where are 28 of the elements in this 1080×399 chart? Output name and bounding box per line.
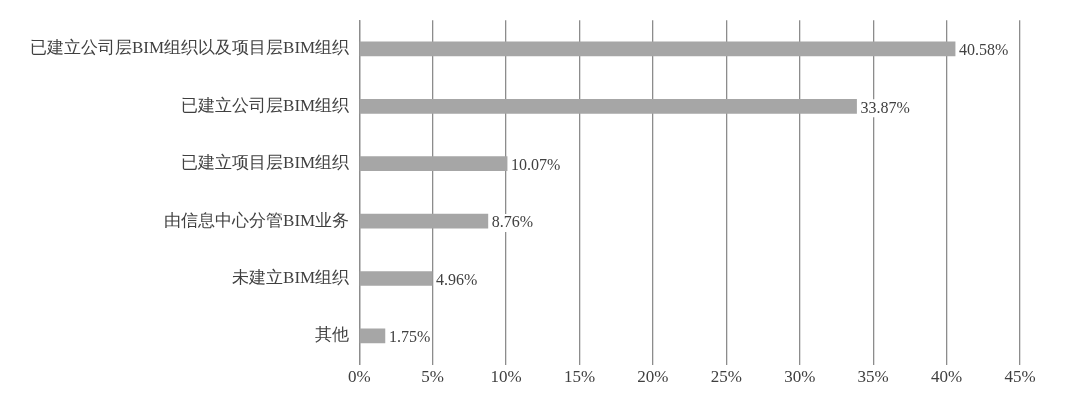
x-tick-label: 0% — [347, 367, 371, 387]
bar — [359, 213, 489, 229]
data-label: 1.75% — [388, 328, 431, 346]
bar — [359, 98, 857, 114]
x-tick-label: 35% — [857, 367, 889, 387]
y-tick-label: 已建立公司层BIM组织以及项目层BIM组织 — [30, 38, 350, 58]
data-label: 10.07% — [511, 155, 561, 173]
data-label: 4.96% — [436, 270, 478, 288]
x-tick-label: 45% — [1004, 367, 1036, 387]
data-label: 33.87% — [860, 98, 910, 116]
y-tick-label: 已建立项目层BIM组织 — [181, 153, 350, 173]
bar — [359, 156, 508, 172]
x-tick-label: 5% — [421, 367, 444, 387]
bar — [359, 328, 386, 344]
x-tick-label: 10% — [490, 367, 522, 387]
y-tick-label: 未建立BIM组织 — [232, 267, 350, 287]
y-tick-label: 已建立公司层BIM组织 — [181, 95, 350, 115]
bar — [359, 41, 956, 57]
data-label: 40.58% — [959, 41, 1009, 59]
x-tick-label: 40% — [931, 367, 963, 387]
x-tick-label: 25% — [710, 367, 742, 387]
bar — [359, 271, 433, 286]
x-tick-label: 30% — [784, 367, 816, 387]
y-tick-label: 其他 — [315, 325, 350, 345]
y-tick-label: 由信息中心分管BIM业务 — [164, 210, 350, 230]
x-tick-label: 15% — [563, 367, 596, 387]
x-tick-label: 20% — [637, 367, 669, 387]
data-label: 8.76% — [491, 213, 534, 231]
